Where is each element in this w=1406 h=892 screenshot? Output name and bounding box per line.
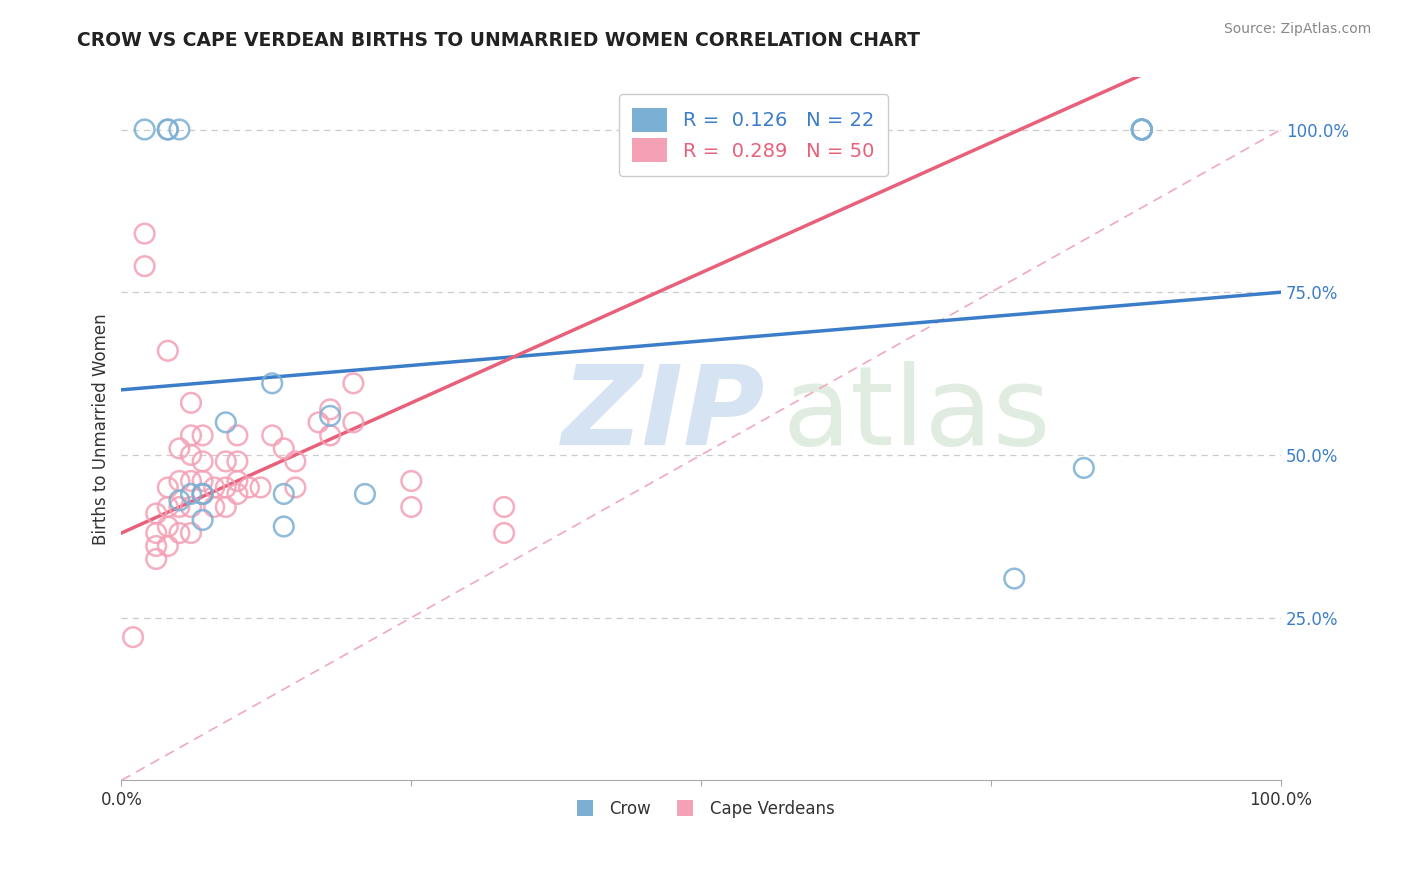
Point (273, 442, 295, 456)
Point (180, 396, 202, 410)
Point (180, 448, 202, 462)
Point (215, 454, 238, 468)
Point (401, 500, 423, 514)
Text: CROW VS CAPE VERDEAN BIRTHS TO UNMARRIED WOMEN CORRELATION CHART: CROW VS CAPE VERDEAN BIRTHS TO UNMARRIED… (77, 31, 921, 50)
Point (156, 519, 179, 533)
Point (284, 480, 307, 494)
Point (1073, 461, 1095, 475)
Point (249, 480, 271, 494)
Point (169, 122, 191, 136)
Point (354, 487, 377, 501)
Point (145, 552, 167, 566)
Point (169, 526, 191, 541)
Point (191, 428, 214, 442)
Point (226, 474, 249, 488)
Point (156, 343, 179, 358)
Point (1130, 122, 1153, 136)
Point (180, 487, 202, 501)
Point (191, 513, 214, 527)
Point (308, 416, 330, 430)
Point (191, 487, 214, 501)
Point (342, 376, 364, 391)
Point (226, 454, 249, 468)
Point (180, 474, 202, 488)
Point (169, 493, 191, 508)
Point (319, 409, 342, 423)
Point (202, 500, 225, 514)
Point (1002, 572, 1025, 586)
Point (134, 227, 156, 241)
Point (180, 428, 202, 442)
Point (156, 480, 179, 494)
Point (156, 122, 179, 136)
Point (169, 442, 191, 456)
Point (262, 428, 284, 442)
Text: Source: ZipAtlas.com: Source: ZipAtlas.com (1223, 22, 1371, 37)
Point (273, 487, 295, 501)
Point (238, 480, 260, 494)
Point (156, 539, 179, 553)
Y-axis label: Births to Unmarried Women: Births to Unmarried Women (93, 313, 110, 545)
Point (215, 480, 238, 494)
Point (1130, 122, 1153, 136)
Point (169, 474, 191, 488)
Point (134, 259, 156, 273)
Point (1130, 122, 1153, 136)
Legend: Crow, Cape Verdeans: Crow, Cape Verdeans (561, 793, 841, 825)
Point (319, 402, 342, 417)
Point (202, 480, 225, 494)
Point (401, 474, 423, 488)
Point (169, 500, 191, 514)
Point (273, 519, 295, 533)
Point (145, 539, 167, 553)
Text: ZIP: ZIP (562, 361, 765, 468)
Point (1130, 122, 1153, 136)
Point (180, 526, 202, 541)
Point (191, 454, 214, 468)
Point (156, 500, 179, 514)
Point (342, 416, 364, 430)
Point (191, 487, 214, 501)
Point (180, 500, 202, 514)
Point (156, 122, 179, 136)
Point (1130, 122, 1153, 136)
Point (145, 526, 167, 541)
Point (226, 428, 249, 442)
Point (215, 500, 238, 514)
Point (262, 376, 284, 391)
Point (215, 416, 238, 430)
Point (122, 630, 145, 644)
Text: atlas: atlas (782, 361, 1050, 468)
Point (494, 526, 516, 541)
Point (319, 428, 342, 442)
Point (494, 500, 516, 514)
Point (226, 487, 249, 501)
Point (145, 507, 167, 521)
Point (191, 474, 214, 488)
Point (134, 122, 156, 136)
Point (284, 454, 307, 468)
Point (191, 487, 214, 501)
